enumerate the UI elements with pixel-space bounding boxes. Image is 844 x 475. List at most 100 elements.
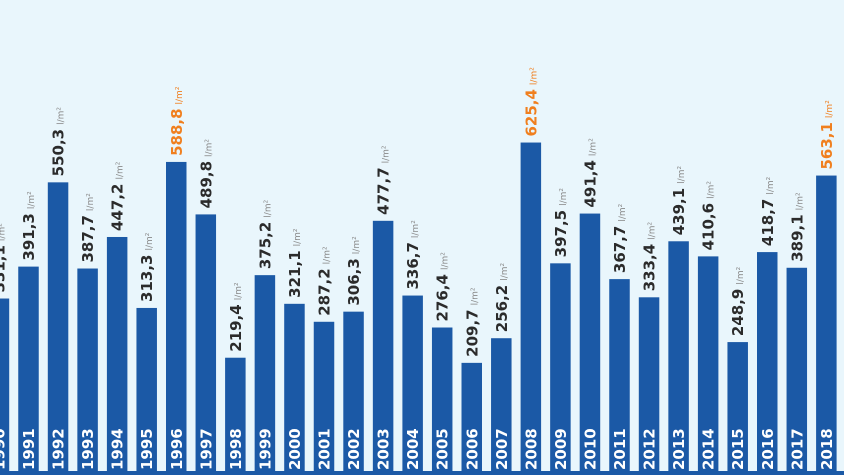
year-label-2016: 2016: [759, 428, 777, 470]
value-text: 209,7: [463, 309, 481, 356]
value-label-2000: 321,1 l/m²: [286, 228, 304, 298]
unit-text: l/m²: [263, 199, 273, 217]
unit-text: l/m²: [204, 139, 214, 157]
unit-text: l/m²: [677, 166, 687, 184]
year-label-1990: 1990: [0, 428, 8, 470]
value-text: 306,3: [345, 258, 363, 305]
value-label-1992: 550,3 l/m²: [50, 107, 68, 177]
year-label-2017: 2017: [788, 428, 806, 470]
unit-text: l/m²: [411, 220, 421, 238]
value-label-2004: 336,7 l/m²: [404, 220, 422, 290]
year-label-2008: 2008: [522, 428, 540, 470]
bar-1996: [166, 161, 187, 475]
year-label-2010: 2010: [581, 428, 599, 470]
unit-text: l/m²: [588, 138, 598, 156]
bar-2007: [491, 338, 512, 475]
bar-2004: [402, 295, 423, 475]
value-label-1995: 313,3 l/m²: [138, 232, 156, 302]
unit-text: l/m²: [648, 222, 658, 240]
value-text: 491,4: [581, 160, 599, 207]
value-label-2013: 439,1 l/m²: [670, 166, 688, 236]
unit-text: l/m²: [0, 223, 7, 241]
year-label-2006: 2006: [463, 428, 481, 470]
value-label-1997: 489,8 l/m²: [197, 139, 215, 209]
value-text: 387,7: [79, 215, 97, 262]
bar-2012: [638, 297, 660, 475]
year-label-1996: 1996: [168, 428, 186, 470]
value-label-1999: 375,2 l/m²: [256, 199, 274, 269]
bar-2010: [579, 213, 601, 475]
value-label-2007: 256,2 l/m²: [493, 262, 511, 332]
unit-text: l/m²: [795, 192, 805, 210]
value-label-2014: 410,6 l/m²: [700, 181, 718, 251]
value-text: 477,7: [375, 167, 393, 214]
value-text: 248,9: [729, 289, 747, 336]
bar-2015: [727, 342, 748, 475]
value-text: 219,4: [227, 304, 245, 351]
unit-text: l/m²: [27, 191, 37, 209]
year-label-2014: 2014: [700, 428, 718, 470]
year-label-2011: 2011: [611, 428, 629, 470]
unit-text: l/m²: [352, 236, 362, 254]
value-text: 489,8: [197, 161, 215, 208]
unit-text: l/m²: [470, 287, 480, 305]
year-label-2007: 2007: [493, 428, 511, 470]
unit-text: l/m²: [707, 181, 717, 199]
value-label-2016: 418,7 l/m²: [759, 176, 777, 246]
value-text: 391,3: [20, 213, 38, 260]
year-label-2015: 2015: [729, 428, 747, 470]
value-label-2003: 477,7 l/m²: [375, 145, 393, 215]
value-label-1993: 387,7 l/m²: [79, 193, 97, 263]
year-label-1992: 1992: [50, 428, 68, 470]
value-label-2005: 276,4 l/m²: [434, 252, 452, 322]
value-text: 256,2: [493, 285, 511, 332]
value-text: 276,4: [434, 274, 452, 321]
value-text: 550,3: [50, 129, 68, 176]
bar-2017: [786, 267, 808, 475]
value-text: 333,4: [641, 244, 659, 291]
unit-text: l/m²: [736, 266, 746, 284]
unit-text: l/m²: [323, 246, 333, 264]
bar-2000: [284, 303, 305, 475]
value-text: 331,1: [0, 245, 8, 292]
year-label-2000: 2000: [286, 428, 304, 470]
value-label-1991: 391,3 l/m²: [20, 191, 38, 261]
value-label-1994: 447,2 l/m²: [109, 161, 127, 231]
bar-1999: [254, 275, 276, 475]
value-text: 389,1: [788, 214, 806, 261]
year-label-1994: 1994: [109, 428, 127, 470]
value-label-2009: 397,5 l/m²: [552, 188, 570, 258]
bar-2005: [431, 327, 453, 475]
value-label-2018: 563,1 l/m²: [818, 100, 836, 170]
bar-2009: [550, 263, 571, 475]
value-label-2002: 306,3 l/m²: [345, 236, 363, 306]
year-label-1999: 1999: [256, 428, 274, 470]
bar-1993: [77, 268, 98, 475]
bar-1998: [225, 357, 246, 475]
value-text: 439,1: [670, 188, 688, 235]
unit-text: l/m²: [825, 100, 835, 118]
year-label-2013: 2013: [670, 428, 688, 470]
value-text: 375,2: [256, 222, 274, 269]
value-text: 447,2: [109, 184, 127, 231]
year-label-2005: 2005: [434, 428, 452, 470]
value-label-2010: 491,4 l/m²: [581, 138, 599, 208]
year-label-2003: 2003: [375, 428, 393, 470]
value-text: 336,7: [404, 242, 422, 289]
unit-text: l/m²: [293, 228, 303, 246]
unit-text: l/m²: [559, 188, 569, 206]
baseline: [0, 471, 844, 475]
bar-2006: [461, 362, 482, 475]
bar-2001: [313, 321, 335, 475]
bar-2002: [343, 311, 364, 475]
bar-2014: [697, 256, 719, 475]
value-label-1996: 588,8 l/m²: [168, 86, 186, 156]
unit-text: l/m²: [116, 161, 126, 179]
value-label-2017: 389,1 l/m²: [788, 192, 806, 262]
bar-1991: [18, 266, 39, 475]
year-label-2004: 2004: [404, 428, 422, 470]
year-label-2018: 2018: [818, 428, 836, 470]
bar-1997: [195, 214, 217, 475]
value-text: 397,5: [552, 210, 570, 257]
year-label-2012: 2012: [641, 428, 659, 470]
